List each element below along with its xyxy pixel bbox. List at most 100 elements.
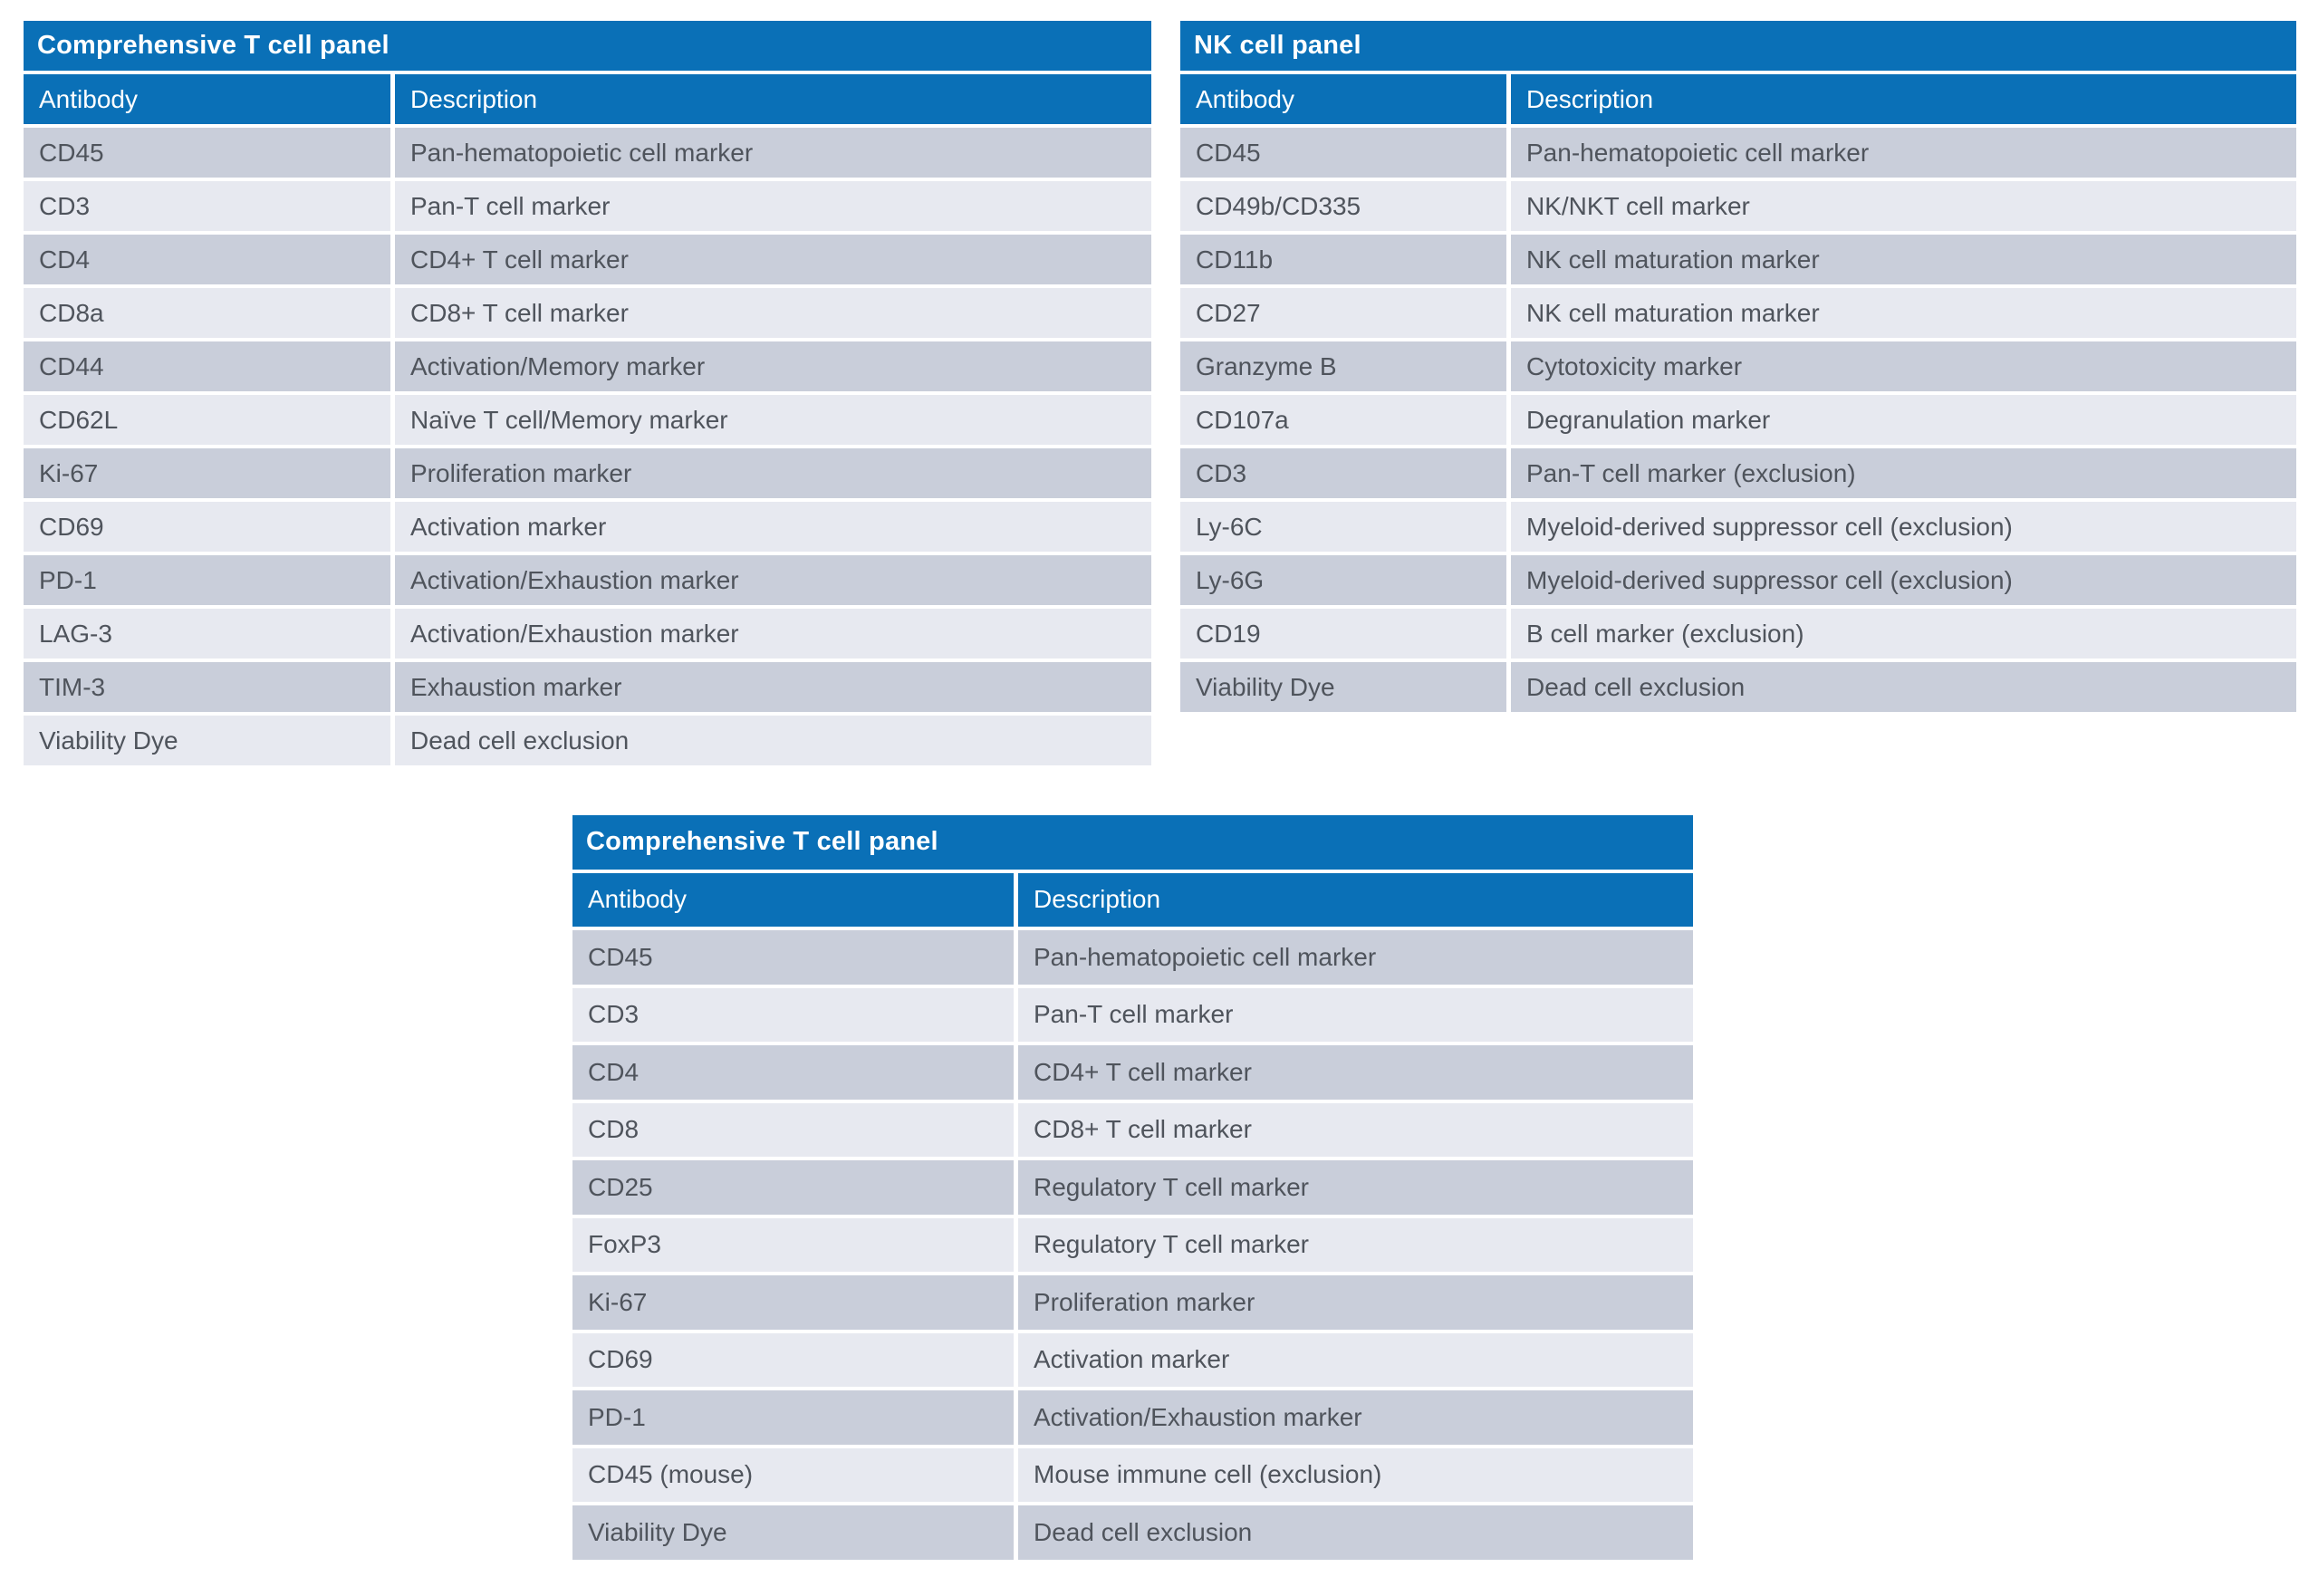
antibody-cell: Ki-67 — [572, 1275, 1014, 1330]
description-cell: NK cell maturation marker — [1511, 288, 2296, 338]
nk-cell-panel-table: NK cell panel Antibody Description CD45 … — [1180, 21, 2296, 716]
panel-title-bar: NK cell panel — [1180, 21, 2296, 71]
description-cell: B cell marker (exclusion) — [1511, 609, 2296, 659]
description-cell: NK/NKT cell marker — [1511, 181, 2296, 231]
table-row: CD4 CD4+ T cell marker — [572, 1045, 1693, 1100]
table-row: Granzyme B Cytotoxicity marker — [1180, 341, 2296, 391]
description-cell: Activation/Exhaustion marker — [1018, 1390, 1693, 1445]
table-row: CD8a CD8+ T cell marker — [24, 288, 1151, 338]
antibody-cell: CD11b — [1180, 235, 1506, 284]
description-cell: Dead cell exclusion — [395, 716, 1151, 765]
antibody-cell: CD3 — [572, 987, 1014, 1042]
panel-title: Comprehensive T cell panel — [37, 31, 390, 60]
table-row: Ly-6G Myeloid-derived suppressor cell (e… — [1180, 555, 2296, 605]
antibody-cell: FoxP3 — [572, 1217, 1014, 1272]
table-row: CD69 Activation marker — [572, 1332, 1693, 1387]
description-cell: Regulatory T cell marker — [1018, 1160, 1693, 1215]
antibody-cell: Ly-6G — [1180, 555, 1506, 605]
description-cell: Exhaustion marker — [395, 662, 1151, 712]
antibody-cell: Viability Dye — [24, 716, 390, 765]
antibody-cell: PD-1 — [24, 555, 390, 605]
table-row: LAG-3 Activation/Exhaustion marker — [24, 609, 1151, 659]
antibody-cell: TIM-3 — [24, 662, 390, 712]
table-row: Ki-67 Proliferation marker — [572, 1275, 1693, 1330]
description-cell: Activation/Memory marker — [395, 341, 1151, 391]
column-header-row: Antibody Description — [1180, 74, 2296, 124]
antibody-cell: LAG-3 — [24, 609, 390, 659]
antibody-cell: CD3 — [24, 181, 390, 231]
description-cell: CD8+ T cell marker — [395, 288, 1151, 338]
antibody-cell: CD45 (mouse) — [572, 1447, 1014, 1502]
description-cell: Degranulation marker — [1511, 395, 2296, 445]
antibody-cell: CD45 — [24, 128, 390, 178]
panel-title-bar: Comprehensive T cell panel — [572, 815, 1693, 870]
column-header-antibody: Antibody — [572, 872, 1014, 927]
column-header-description: Description — [1511, 74, 2296, 124]
column-header-antibody: Antibody — [24, 74, 390, 124]
description-cell: Cytotoxicity marker — [1511, 341, 2296, 391]
column-header-description: Description — [1018, 872, 1693, 927]
antibody-cell: CD8a — [24, 288, 390, 338]
table-row: CD3 Pan-T cell marker — [24, 181, 1151, 231]
description-cell: Activation marker — [395, 502, 1151, 552]
table-row: CD4 CD4+ T cell marker — [24, 235, 1151, 284]
table-row: PD-1 Activation/Exhaustion marker — [24, 555, 1151, 605]
description-cell: Proliferation marker — [1018, 1275, 1693, 1330]
column-header-description: Description — [395, 74, 1151, 124]
table-row: CD11b NK cell maturation marker — [1180, 235, 2296, 284]
table-row: CD45 (mouse) Mouse immune cell (exclusio… — [572, 1447, 1693, 1502]
antibody-cell: Granzyme B — [1180, 341, 1506, 391]
description-cell: Proliferation marker — [395, 448, 1151, 498]
description-cell: Activation/Exhaustion marker — [395, 555, 1151, 605]
description-cell: Activation marker — [1018, 1332, 1693, 1387]
description-cell: Naïve T cell/Memory marker — [395, 395, 1151, 445]
description-cell: Pan-hematopoietic cell marker — [1018, 930, 1693, 985]
table-row: CD27 NK cell maturation marker — [1180, 288, 2296, 338]
table-row: CD3 Pan-T cell marker — [572, 987, 1693, 1042]
antibody-cell: CD45 — [1180, 128, 1506, 178]
table-row: CD107a Degranulation marker — [1180, 395, 2296, 445]
antibody-cell: Viability Dye — [572, 1505, 1014, 1560]
comprehensive-t-cell-panel-table: Comprehensive T cell panel Antibody Desc… — [24, 21, 1151, 769]
table-row: CD3 Pan-T cell marker (exclusion) — [1180, 448, 2296, 498]
description-cell: Dead cell exclusion — [1018, 1505, 1693, 1560]
antibody-cell: Viability Dye — [1180, 662, 1506, 712]
table-row: CD62L Naïve T cell/Memory marker — [24, 395, 1151, 445]
antibody-cell: CD62L — [24, 395, 390, 445]
table-row: TIM-3 Exhaustion marker — [24, 662, 1151, 712]
table-row: CD45 Pan-hematopoietic cell marker — [24, 128, 1151, 178]
description-cell: Myeloid-derived suppressor cell (exclusi… — [1511, 502, 2296, 552]
table-row: CD45 Pan-hematopoietic cell marker — [572, 930, 1693, 985]
antibody-cell: Ly-6C — [1180, 502, 1506, 552]
description-cell: Pan-T cell marker — [1018, 987, 1693, 1042]
description-cell: Activation/Exhaustion marker — [395, 609, 1151, 659]
description-cell: Pan-hematopoietic cell marker — [1511, 128, 2296, 178]
description-cell: Mouse immune cell (exclusion) — [1018, 1447, 1693, 1502]
panel-title: Comprehensive T cell panel — [586, 827, 938, 857]
antibody-cell: CD4 — [24, 235, 390, 284]
table-row: Viability Dye Dead cell exclusion — [572, 1505, 1693, 1560]
table-row: Ly-6C Myeloid-derived suppressor cell (e… — [1180, 502, 2296, 552]
column-header-row: Antibody Description — [572, 872, 1693, 927]
comprehensive-t-cell-panel-table-2: Comprehensive T cell panel Antibody Desc… — [572, 815, 1693, 1563]
description-cell: CD4+ T cell marker — [395, 235, 1151, 284]
table-row: CD8 CD8+ T cell marker — [572, 1102, 1693, 1157]
description-cell: Pan-hematopoietic cell marker — [395, 128, 1151, 178]
antibody-cell: CD3 — [1180, 448, 1506, 498]
antibody-cell: CD8 — [572, 1102, 1014, 1157]
antibody-cell: Ki-67 — [24, 448, 390, 498]
antibody-cell: CD4 — [572, 1045, 1014, 1100]
description-cell: Pan-T cell marker — [395, 181, 1151, 231]
table-row: CD19 B cell marker (exclusion) — [1180, 609, 2296, 659]
description-cell: Pan-T cell marker (exclusion) — [1511, 448, 2296, 498]
table-row: Ki-67 Proliferation marker — [24, 448, 1151, 498]
panel-title-bar: Comprehensive T cell panel — [24, 21, 1151, 71]
antibody-cell: CD69 — [24, 502, 390, 552]
table-row: CD45 Pan-hematopoietic cell marker — [1180, 128, 2296, 178]
antibody-cell: CD49b/CD335 — [1180, 181, 1506, 231]
antibody-cell: CD27 — [1180, 288, 1506, 338]
antibody-cell: PD-1 — [572, 1390, 1014, 1445]
antibody-cell: CD19 — [1180, 609, 1506, 659]
table-row: PD-1 Activation/Exhaustion marker — [572, 1390, 1693, 1445]
